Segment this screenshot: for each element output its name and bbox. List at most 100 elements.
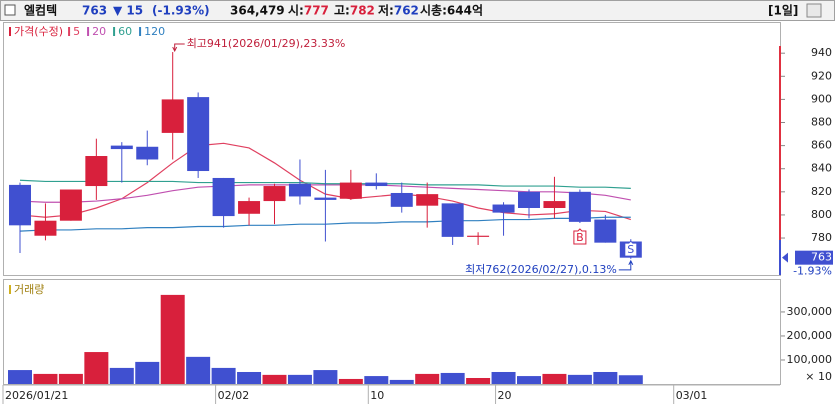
y-tick-label: 300,000	[787, 305, 833, 318]
y-tick-label: 920	[811, 69, 832, 82]
candle-body	[365, 182, 388, 187]
volume-bar	[160, 294, 185, 384]
volume-bar	[440, 372, 465, 384]
change: ▼ 15	[113, 4, 143, 18]
volume-bar	[135, 361, 160, 384]
candle-body	[339, 182, 362, 199]
x-tick-label: 20	[498, 389, 512, 402]
volume-bar	[186, 356, 211, 384]
volume-bar	[33, 373, 58, 384]
volume-bar	[542, 373, 567, 384]
volume-bar	[593, 371, 618, 384]
x-tick-label: 02/02	[218, 389, 250, 402]
checkbox[interactable]	[4, 4, 16, 16]
x-tick-label: 10	[370, 389, 384, 402]
volume-bar	[313, 370, 338, 384]
volume-bar	[262, 374, 287, 384]
legend-marker	[113, 27, 116, 36]
volume-bar	[415, 373, 440, 384]
header-value: 782	[350, 4, 375, 18]
last-price-pointer	[782, 252, 788, 263]
annotation-arrow	[172, 43, 185, 53]
legend-marker	[139, 27, 142, 36]
low-annotation: 최저762(2026/02/27),0.13%	[465, 263, 617, 276]
high-annotation: 최고941(2026/01/29),23.33%	[187, 37, 346, 50]
legend-label: 120	[144, 25, 165, 38]
header-value: 777	[304, 4, 329, 18]
stock-name: 엘컴텍	[24, 3, 57, 18]
candle-body	[187, 97, 210, 172]
x-tick-label: 2026/01/21	[5, 389, 68, 402]
x-tick-label: 03/01	[676, 389, 708, 402]
header-value: 762	[394, 4, 419, 18]
y-tick-label: 100,000	[787, 353, 833, 366]
signal-label: S	[627, 243, 634, 256]
candle-body	[136, 146, 159, 160]
candle-body	[416, 194, 439, 206]
volume-bar	[618, 375, 643, 384]
y-tick-label: 940	[811, 46, 832, 59]
last-price-box	[795, 250, 833, 265]
legend-label: 거래량	[14, 283, 44, 296]
volume-bar	[109, 367, 134, 384]
unit-label: × 10	[805, 370, 832, 383]
candle-body	[492, 204, 515, 213]
candle-body	[390, 192, 413, 207]
y-tick-label: 820	[811, 185, 832, 198]
candle-body	[263, 186, 286, 202]
legend-marker	[9, 27, 11, 36]
candle-body	[467, 235, 490, 237]
candle-body	[543, 201, 566, 208]
candle-body	[212, 177, 235, 217]
legend-label: 5	[73, 25, 80, 38]
header-label: 고:	[334, 4, 350, 18]
price: 763	[82, 4, 107, 18]
volume-bar	[491, 371, 516, 384]
legend-marker	[87, 27, 90, 36]
candle-body	[568, 191, 591, 222]
menu-button[interactable]	[806, 3, 822, 18]
last-change-label: -1.93%	[793, 265, 832, 278]
legend-label: 가격(수정)	[14, 25, 63, 38]
candle-body	[59, 189, 82, 221]
volume-bar	[338, 378, 363, 384]
candle-body	[288, 183, 311, 197]
volume-bar	[364, 376, 389, 384]
change-rate: (-1.93%)	[152, 4, 210, 18]
y-tick-label: 800	[811, 208, 832, 221]
last-price-label: 763	[811, 251, 832, 264]
candle-body	[518, 191, 540, 208]
legend-marker	[68, 27, 71, 36]
candle-body	[9, 184, 31, 226]
header-label: 시:	[288, 4, 304, 18]
volume-bar	[84, 352, 109, 384]
volume-bar	[58, 373, 83, 384]
volume-bar	[287, 374, 312, 384]
y-tick-label: 880	[811, 116, 832, 129]
y-tick-label: 840	[811, 162, 832, 175]
volume-bar	[8, 370, 32, 384]
header-value: 644억	[447, 4, 483, 18]
y-tick-label: 200,000	[787, 329, 833, 342]
candle-body	[34, 220, 57, 236]
candle-body	[594, 219, 617, 243]
volume-bar	[466, 377, 491, 384]
volume-bar	[237, 371, 262, 384]
candle-body	[110, 145, 133, 150]
candle-body	[161, 99, 184, 133]
header-label: 저:	[378, 3, 394, 18]
y-tick-label: 900	[811, 92, 832, 105]
period[interactable]: [1일]	[768, 4, 798, 18]
candle-body	[85, 156, 108, 187]
candle-body	[314, 197, 337, 200]
volume: 364,479	[230, 4, 285, 18]
candle-body	[238, 201, 261, 214]
legend-label: 20	[92, 25, 106, 38]
signal-marker	[624, 240, 638, 257]
legend-marker	[9, 285, 11, 294]
candle-body	[441, 203, 464, 237]
annotation-arrow	[618, 259, 634, 271]
y-tick-label: 860	[811, 139, 832, 152]
volume-bar	[211, 367, 236, 384]
signal-marker	[573, 228, 587, 245]
